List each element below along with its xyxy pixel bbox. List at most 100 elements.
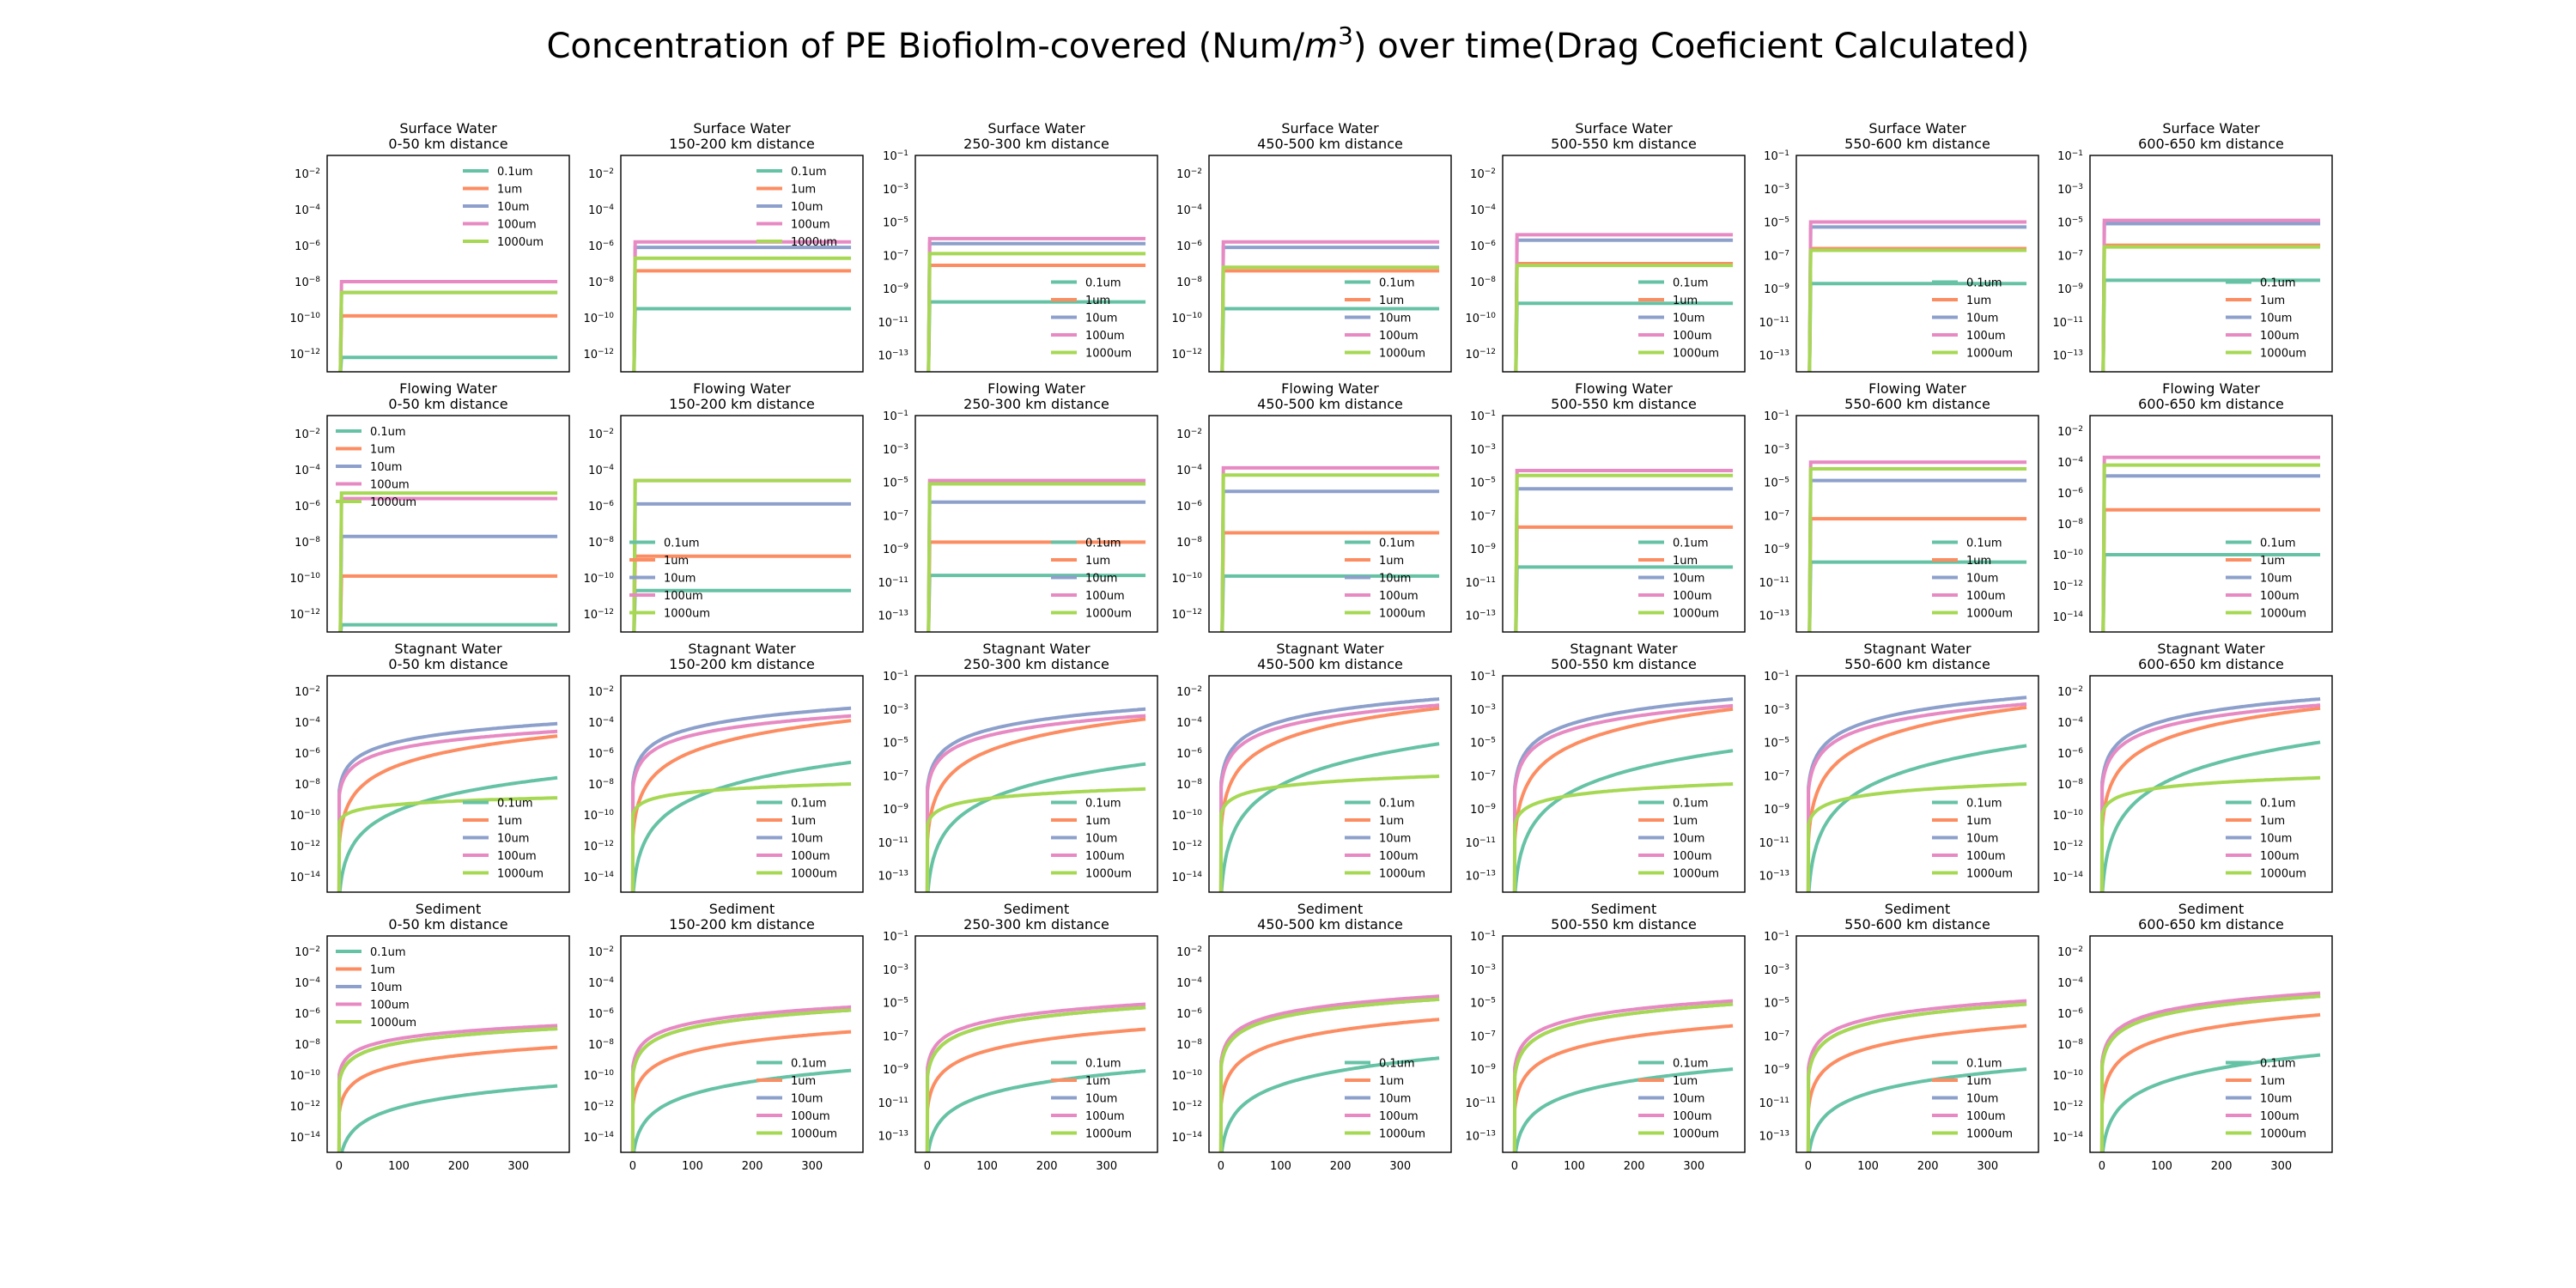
subplot-title-region: Stagnant Water xyxy=(394,641,502,657)
series-line-1um xyxy=(1512,707,1734,892)
legend-label: 10um xyxy=(1673,1093,1704,1106)
legend: 0.1um 1um 10um 100um 1000um xyxy=(1638,798,1719,881)
legend-label: 100um xyxy=(1673,330,1712,343)
series-line-10um xyxy=(338,534,558,632)
y-tick-label: 10−9 xyxy=(883,543,908,556)
y-tick-label: 10−9 xyxy=(1764,1063,1789,1077)
y-tick-label: 10−8 xyxy=(2057,518,2083,532)
legend: 0.1um 1um 10um 100um 1000um xyxy=(756,166,837,249)
y-tick-label: 10−13 xyxy=(878,349,908,363)
y-tick-label: 10−4 xyxy=(588,204,614,217)
y-tick-label: 10−10 xyxy=(2052,809,2083,823)
legend: 0.1um 1um 10um 100um 1000um xyxy=(1345,1058,1425,1141)
y-tick-label: 10−6 xyxy=(2057,1007,2083,1021)
legend: 0.1um 1um 10um 100um 1000um xyxy=(1051,538,1132,621)
y-tick-label: 10−14 xyxy=(289,1131,320,1145)
subplot-title-distance: 450-500 km distance xyxy=(1257,656,1403,672)
series-line-100um xyxy=(925,1002,1146,1152)
legend-label: 100um xyxy=(497,850,537,863)
series-line-0_1um xyxy=(339,1084,558,1152)
legend-label: 1000um xyxy=(2260,348,2306,361)
y-tick-label: 10−6 xyxy=(588,240,614,253)
series-line-10um xyxy=(1218,697,1440,892)
subplot-title-region: Stagnant Water xyxy=(1863,641,1971,657)
y-tick-label: 10−7 xyxy=(1764,249,1789,263)
figure-title-unit: m xyxy=(1304,27,1338,66)
series-line-100um xyxy=(337,1024,558,1152)
x-tick-label: 200 xyxy=(1330,1160,1352,1173)
legend-label: 1000um xyxy=(1673,868,1719,881)
series-group xyxy=(632,478,852,632)
y-tick-label: 10−13 xyxy=(1465,870,1496,884)
series-line-1000um xyxy=(1807,248,2027,372)
series-group xyxy=(1220,240,1440,372)
y-tick-label: 10−4 xyxy=(2057,716,2083,730)
series-line-100um xyxy=(630,1005,852,1152)
y-tick-label: 10−3 xyxy=(1764,963,1789,977)
series-line-0_1um xyxy=(631,1068,852,1152)
y-tick-label: 10−12 xyxy=(289,608,320,622)
series-line-1000um xyxy=(927,252,1146,372)
subplot-title-region: Flowing Water xyxy=(1281,380,1379,397)
subplot-frame xyxy=(914,675,1158,893)
subplot-frame xyxy=(1502,155,1746,373)
legend-label: 10um xyxy=(1085,833,1117,846)
y-tick-label: 10−7 xyxy=(1470,509,1496,523)
y-tick-label: 10−2 xyxy=(295,945,320,959)
series-line-1um xyxy=(925,1027,1146,1152)
legend-label: 0.1um xyxy=(791,798,827,811)
x-tick-label: 100 xyxy=(1270,1160,1291,1173)
y-tick-label: 10−5 xyxy=(1764,477,1789,490)
series-line-100um xyxy=(925,714,1146,892)
y-tick-label: 10−14 xyxy=(1171,871,1202,884)
y-tick-label: 10−10 xyxy=(1465,312,1496,325)
subplot-title-region: Sediment xyxy=(416,901,481,917)
legend-label: 1000um xyxy=(1966,608,2013,621)
legend-label: 1000um xyxy=(1966,348,2013,361)
y-tick-label: 10−5 xyxy=(1764,216,1789,230)
series-line-0_1um xyxy=(338,623,558,632)
subplot-title-distance: 550-600 km distance xyxy=(1844,136,1990,152)
subplot-title-distance: 150-200 km distance xyxy=(669,136,815,152)
y-tick-label: 10−10 xyxy=(289,572,320,586)
y-tick-label: 10−1 xyxy=(1764,670,1789,683)
series-line-100um xyxy=(338,280,558,372)
legend-label: 100um xyxy=(1966,1110,2006,1123)
y-tick-label: 10−10 xyxy=(289,1069,320,1083)
y-tick-label: 10−1 xyxy=(883,670,908,683)
y-tick-label: 10−13 xyxy=(878,870,908,884)
y-tick-label: 10−5 xyxy=(2057,216,2083,230)
y-tick-label: 10−6 xyxy=(1176,747,1202,761)
legend-label: 0.1um xyxy=(791,166,827,179)
y-tick-label: 10−13 xyxy=(878,610,908,623)
series-group xyxy=(1514,468,1734,632)
figure-title-suffix: ) over time(Drag Coeficient Calculated) xyxy=(1353,27,2030,66)
series-line-1um xyxy=(1218,1018,1440,1152)
y-tick-label: 10−4 xyxy=(1176,716,1202,730)
series-group xyxy=(337,1024,558,1152)
legend-label: 100um xyxy=(1966,850,2006,863)
subplot-title-distance: 250-300 km distance xyxy=(963,136,1109,152)
y-tick-label: 10−10 xyxy=(583,809,614,823)
y-tick-label: 10−4 xyxy=(1470,204,1496,217)
legend-label: 10um xyxy=(1379,573,1411,586)
subplot-frame xyxy=(326,935,570,1153)
series-group xyxy=(1218,994,1440,1152)
legend-label: 0.1um xyxy=(2260,277,2296,290)
subplot-title-distance: 600-650 km distance xyxy=(2138,396,2284,412)
y-tick-label: 10−11 xyxy=(2052,316,2083,330)
x-tick-label: 100 xyxy=(1564,1160,1585,1173)
legend-label: 1000um xyxy=(664,608,710,621)
series-line-1000um xyxy=(1220,473,1440,632)
series-group xyxy=(338,280,558,372)
y-tick-label: 10−6 xyxy=(1176,240,1202,253)
y-tick-label: 10−6 xyxy=(295,500,320,513)
legend-label: 1000um xyxy=(2260,868,2306,881)
y-tick-label: 10−11 xyxy=(878,836,908,850)
series-group xyxy=(2101,455,2321,632)
y-tick-label: 10−3 xyxy=(2057,183,2083,197)
